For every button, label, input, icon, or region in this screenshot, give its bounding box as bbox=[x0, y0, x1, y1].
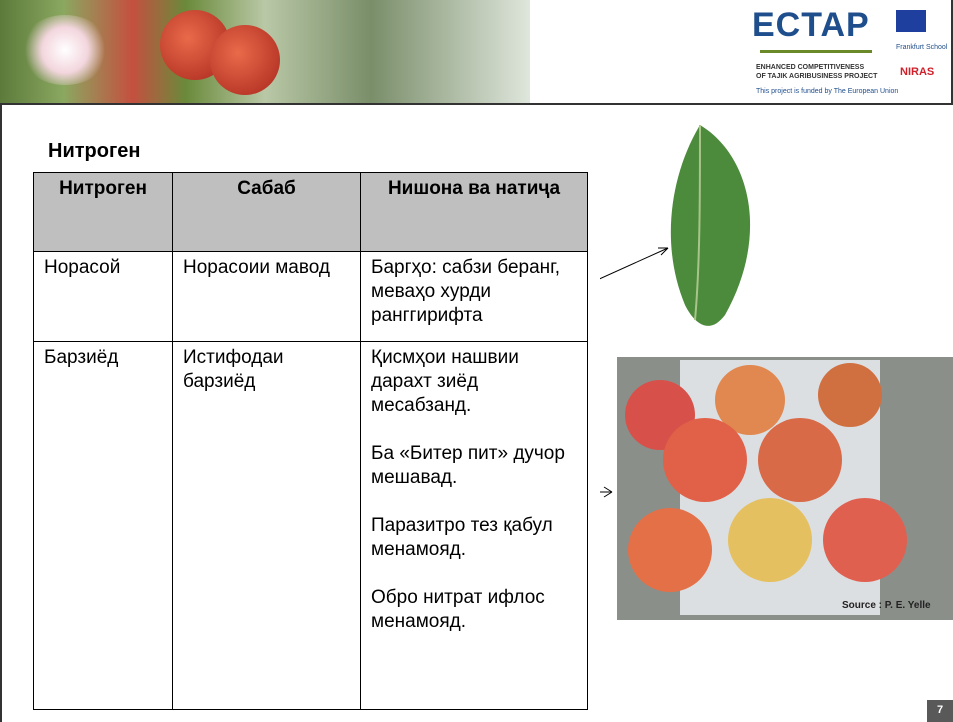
arrow-head bbox=[658, 247, 669, 256]
table-cell: Норасой bbox=[33, 251, 173, 342]
table-cell: Баргҳо: сабзи беранг, меваҳо хурди рангг… bbox=[360, 251, 588, 342]
apples bbox=[625, 363, 907, 592]
table-cell: Қисмҳои нашвии дарахт зиёд месабзанд. Ба … bbox=[360, 341, 588, 710]
arrow-head bbox=[603, 486, 613, 498]
left-border bbox=[0, 103, 2, 722]
partner: Frankfurt School bbox=[896, 44, 948, 51]
paragraph: Паразитро тез қабул менамояд. bbox=[371, 515, 553, 560]
header-rule bbox=[0, 103, 953, 105]
logo-subtitle: OF TAJIK AGRIBUSINESS PROJECT bbox=[756, 73, 878, 80]
table-cell: Барзиёд bbox=[33, 341, 173, 710]
paragraph: Баргҳо: сабзи беранг, меваҳо хурди рангг… bbox=[371, 257, 561, 326]
right-border bbox=[951, 0, 953, 104]
slide-title: Нитроген bbox=[48, 140, 141, 162]
table-cell: Истифодаи барзиёд bbox=[172, 341, 361, 710]
image-caption: Source : P. E. Yelle bbox=[842, 600, 931, 611]
header-cell: Нишона ва натиҷа bbox=[360, 172, 588, 252]
paragraph: Обро нитрат ифлос менамояд. bbox=[371, 587, 545, 632]
page-number: 7 bbox=[936, 704, 944, 716]
header-cell: Сабаб bbox=[172, 172, 361, 252]
eu-flag bbox=[896, 10, 926, 32]
header-cell: Нитроген bbox=[33, 172, 173, 252]
paragraph: Қисмҳои нашвии дарахт зиёд месабзанд. bbox=[371, 347, 519, 416]
logo-mark bbox=[760, 50, 872, 53]
logo-subtitle: ENHANCED COMPETITIVENESS bbox=[756, 64, 865, 71]
table-row: Барзиёд Истифодаи барзиёд Қисмҳои нашвии д… bbox=[33, 341, 588, 710]
funding: This project is funded by The European U… bbox=[756, 88, 899, 95]
table: Нитроген Сабаб Нишона ва натиҷа Норасой Н… bbox=[33, 172, 588, 710]
logo-title: ECTAP bbox=[752, 6, 870, 44]
partner: NIRAS bbox=[900, 66, 935, 78]
figures bbox=[600, 124, 953, 620]
leaf-vein bbox=[694, 124, 701, 321]
header-row: Нитроген Сабаб Нишона ва натиҷа bbox=[33, 172, 588, 252]
blossom bbox=[20, 15, 110, 85]
table-cell: Норасоии мавод bbox=[172, 251, 361, 342]
apple bbox=[210, 25, 280, 95]
arrow bbox=[600, 247, 669, 280]
table-row: Норасой Норасоии мавод Баргҳо: сабзи беран… bbox=[33, 251, 588, 342]
leaf bbox=[670, 125, 751, 326]
paragraph: Ба «Битер пит» дучор мешавад. bbox=[371, 443, 565, 488]
page-number-box bbox=[927, 700, 953, 722]
